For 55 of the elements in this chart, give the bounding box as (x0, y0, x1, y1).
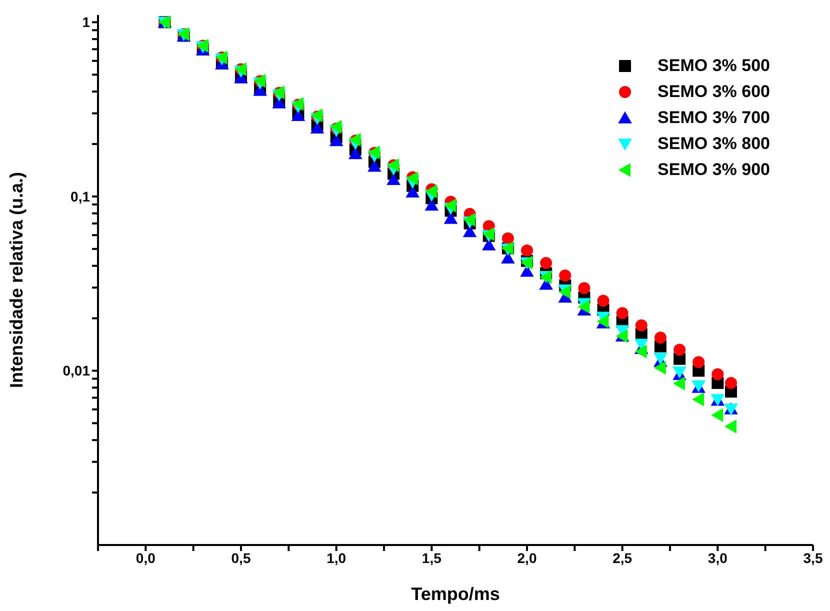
point (406, 185, 420, 198)
legend-label: SEMO 3% 500 (658, 56, 770, 76)
point (578, 282, 590, 294)
x-tick-label: 0,0 (136, 550, 156, 566)
point (425, 184, 438, 198)
y-tick-label: 0,01 (62, 362, 90, 379)
x-tick-label: 0,5 (231, 550, 251, 566)
point (635, 319, 648, 332)
point (463, 212, 476, 227)
point (291, 109, 306, 122)
point (712, 368, 724, 380)
x-tick-label: 3,0 (708, 550, 728, 566)
legend-label: SEMO 3% 600 (658, 82, 770, 102)
y-tick-label: 0,1 (70, 188, 90, 204)
point (386, 172, 400, 185)
point (482, 227, 494, 242)
point (329, 134, 344, 146)
point (692, 392, 704, 406)
legend-label: SEMO 3% 900 (658, 160, 770, 180)
point (444, 198, 456, 212)
y-axis-title: Intensidade relativa (u.a.) (6, 172, 26, 388)
point (692, 356, 705, 368)
point (462, 225, 477, 238)
point (674, 344, 686, 356)
point (540, 257, 552, 270)
x-axis-title: Tempo/ms (411, 584, 500, 604)
point (521, 244, 533, 256)
point (711, 408, 724, 422)
x-tick-label: 2,0 (517, 550, 537, 566)
point (724, 420, 736, 434)
point (348, 147, 362, 160)
x-tick-label: 1,0 (326, 550, 346, 566)
point (578, 300, 590, 314)
point (330, 120, 342, 134)
x-tick-label: 3,5 (803, 550, 823, 566)
point (672, 376, 685, 390)
point (654, 332, 666, 344)
point (310, 108, 323, 122)
point (634, 344, 647, 358)
point (444, 212, 458, 224)
y-tick-label: 1 (82, 14, 90, 30)
point (502, 232, 514, 244)
point (368, 160, 382, 172)
point (482, 238, 496, 250)
point (559, 269, 572, 282)
point (597, 294, 610, 307)
x-tick-label: 1,5 (422, 550, 442, 566)
point (616, 307, 628, 320)
point (725, 376, 738, 389)
point (558, 285, 571, 299)
x-tick-label: 2,5 (612, 550, 632, 566)
legend-label: SEMO 3% 800 (658, 134, 770, 154)
point (654, 360, 666, 375)
legend-label: SEMO 3% 700 (658, 108, 770, 128)
point (424, 198, 439, 211)
